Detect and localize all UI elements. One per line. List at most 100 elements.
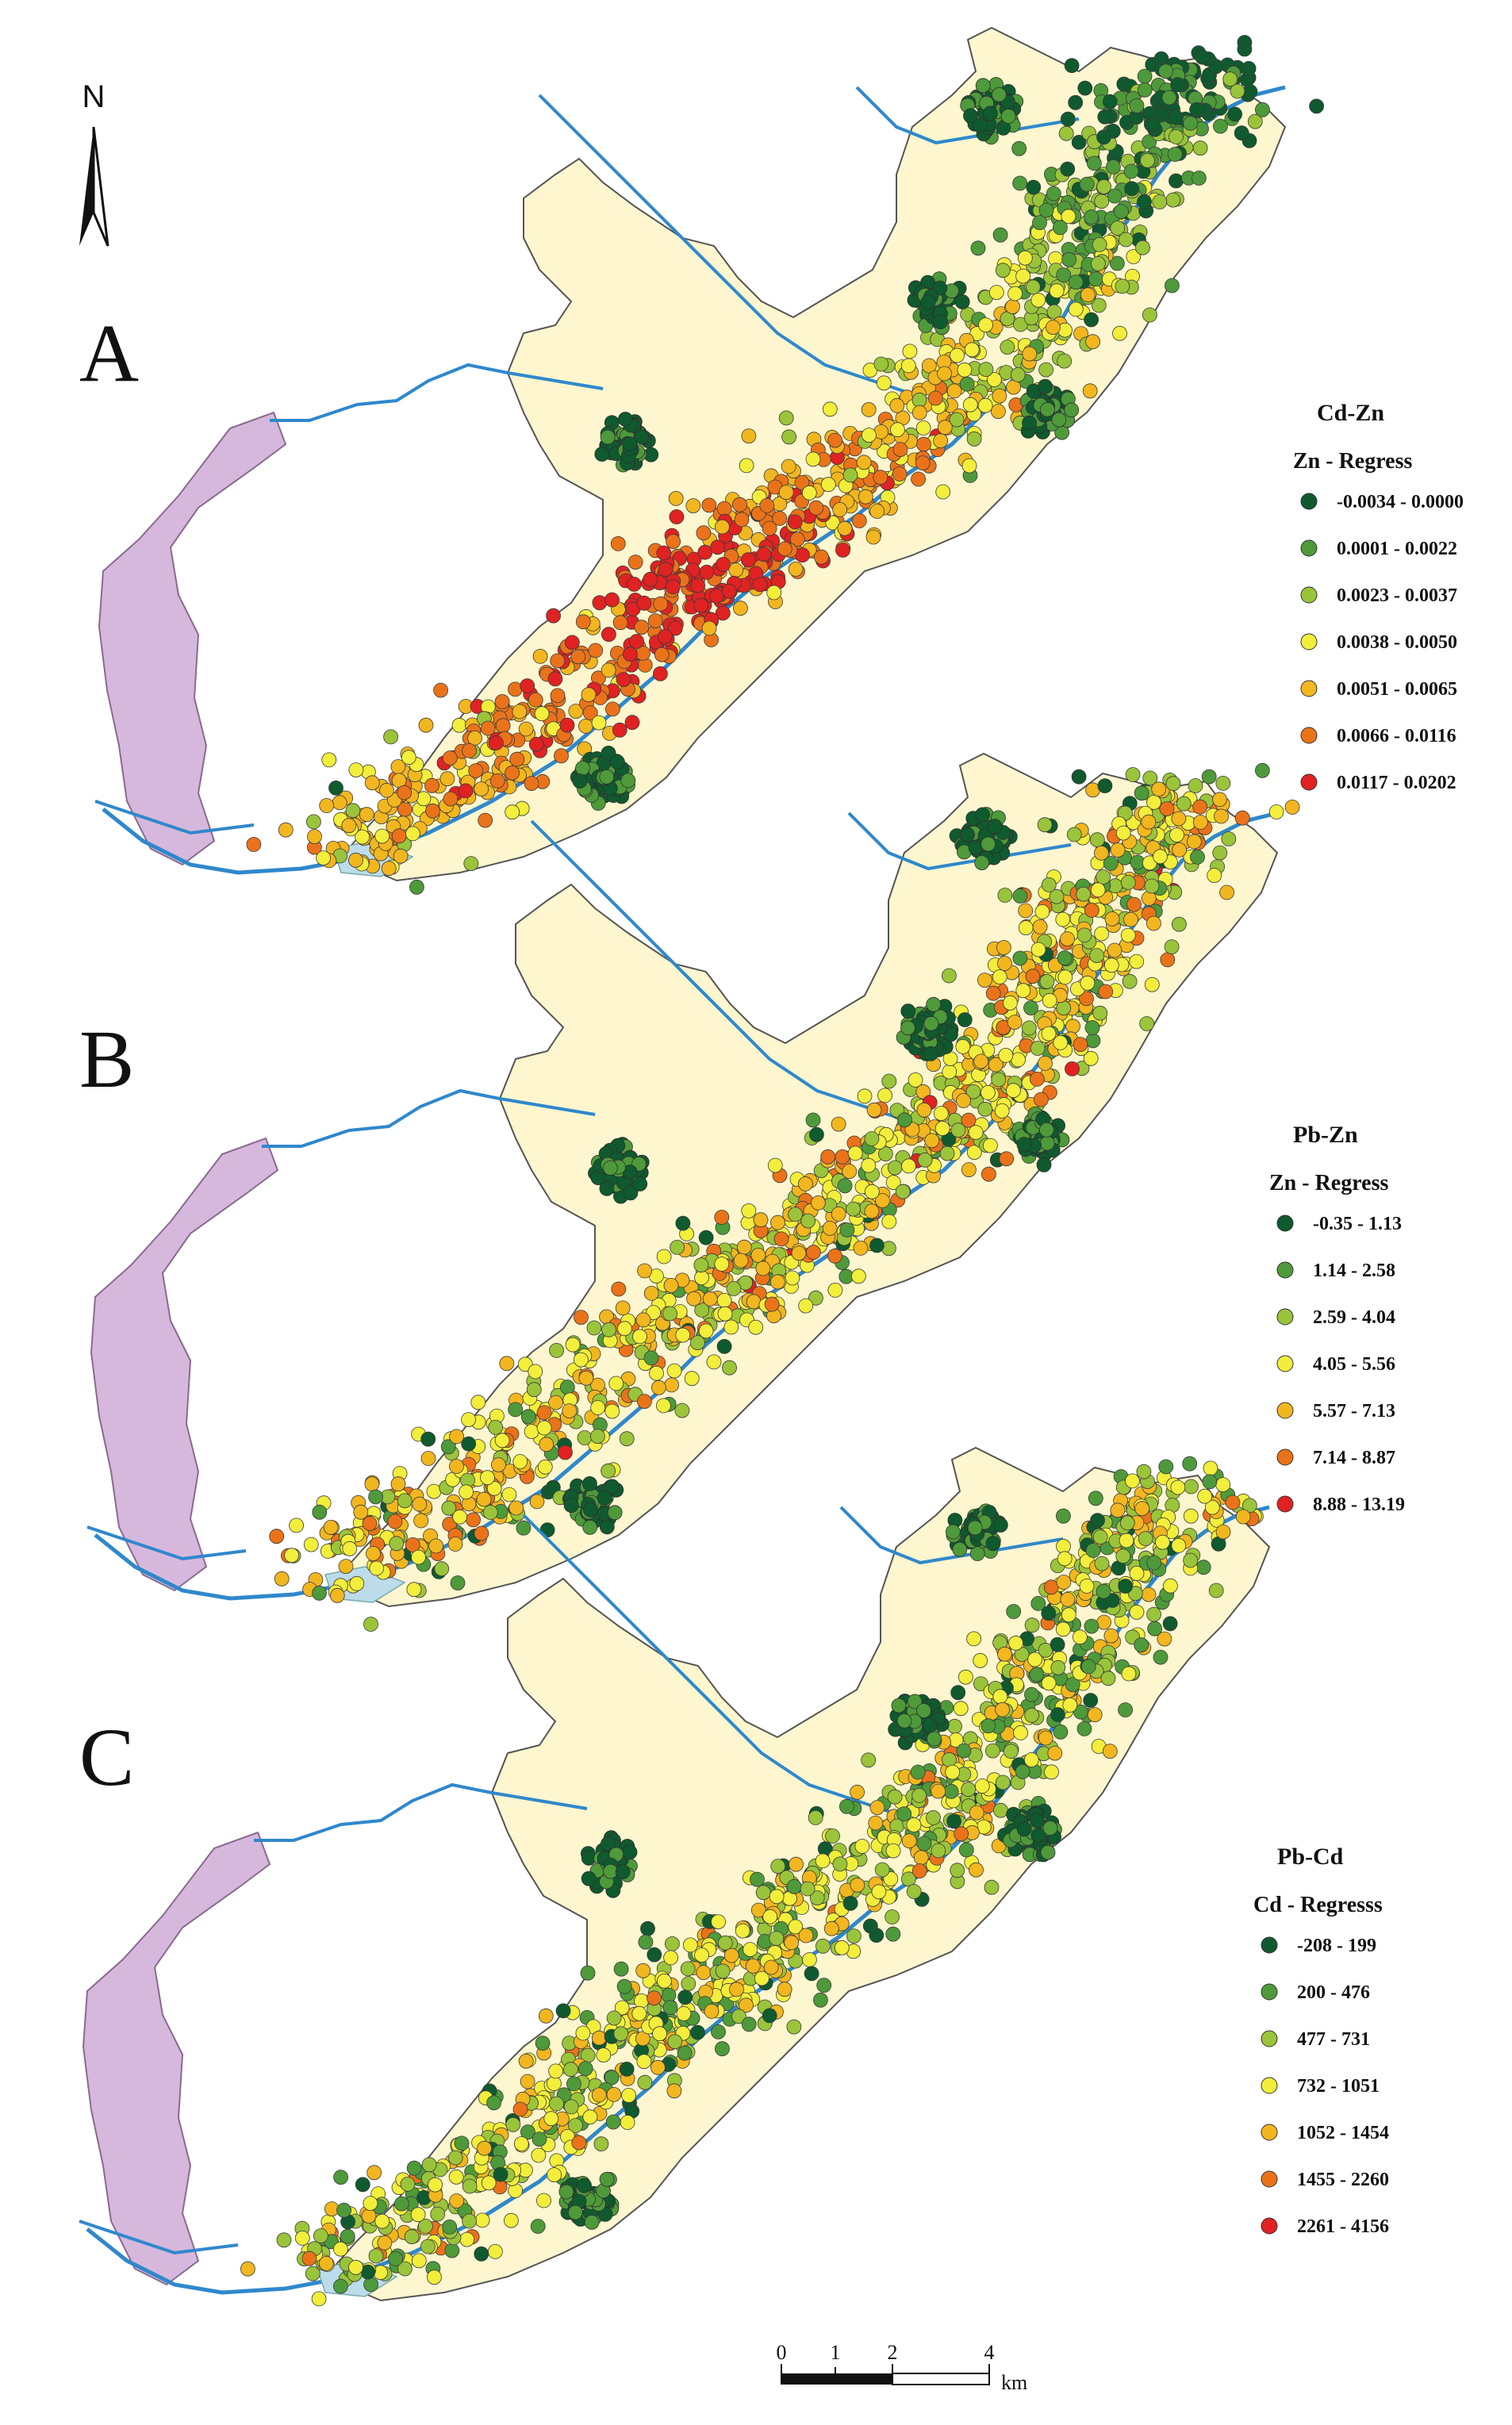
sample-point [508,1402,524,1418]
sample-point [379,782,394,798]
sample-point [524,1424,539,1439]
sample-point [420,1451,436,1466]
sample-point [418,717,434,733]
sample-point [935,484,951,500]
sample-point [1230,83,1245,99]
sample-point [480,720,496,736]
sample-point [1096,1583,1111,1599]
sample-point [518,721,534,737]
sample-point [1064,58,1080,73]
sample-point [996,940,1011,955]
sample-point [636,595,652,611]
sample-point [647,613,663,628]
sample-point [931,1783,946,1799]
sample-point [937,366,952,382]
sample-point [1007,1015,1023,1030]
sample-point [449,1459,464,1474]
sample-point [482,1505,498,1520]
sample-point [911,1863,927,1878]
sample-point [623,1185,639,1201]
sample-point [697,544,713,560]
sample-point [1141,814,1157,830]
legend-class-label: 200 - 476 [1297,1982,1370,2003]
sample-point [1102,94,1118,109]
sample-point [635,1312,651,1328]
sample-point [1060,1591,1076,1607]
sample-point [945,1764,961,1780]
sample-point [728,562,744,577]
sample-point [942,1752,957,1767]
sample-point [661,1987,677,2003]
sample-point [1121,1666,1137,1682]
legend-class-label: 1455 - 2260 [1297,2170,1389,2190]
sample-point [619,1431,635,1447]
sample-point [528,693,543,708]
sample-point [733,600,748,616]
sample-point [505,804,520,820]
sample-point [572,773,588,789]
sample-point [975,807,990,823]
sample-point [815,1938,831,1954]
sample-point [601,746,616,761]
sample-point [528,1364,543,1379]
sample-point [1097,778,1113,793]
sample-point [675,1215,691,1231]
sample-point [708,589,724,604]
sample-point [546,608,561,624]
sample-point [1138,1531,1153,1547]
sample-point [1104,1593,1120,1608]
sample-point [980,1084,996,1100]
sample-point [665,1936,680,1951]
sample-point [997,888,1013,903]
sample-point [954,294,970,309]
sample-point [1051,412,1067,428]
sample-point [341,818,357,834]
sample-point [798,1298,814,1314]
sample-point [289,1518,305,1533]
sample-point [964,342,980,358]
sample-point [1114,204,1129,219]
sample-point [800,1881,815,1897]
sample-point [468,763,484,778]
sample-point [1085,1033,1101,1049]
sample-point [868,1815,884,1831]
sample-point [612,722,627,738]
sample-point [769,1274,785,1290]
sample-point [1089,948,1104,964]
legend-class-label: -208 - 199 [1297,1936,1376,1956]
sample-point [1222,71,1238,87]
sample-point [1110,255,1125,271]
sample-point [574,1310,589,1325]
sample-point [1060,111,1076,127]
sample-point [993,1802,1008,1818]
sample-point [622,436,638,452]
sample-point [567,2204,583,2220]
sample-point [1160,952,1176,968]
sample-point [1096,1614,1111,1630]
sample-point [839,1222,855,1237]
legend-class-label: -0.35 - 1.13 [1313,1214,1402,1234]
sample-point [950,1685,966,1701]
sample-point [1036,1157,1052,1172]
sample-point [800,1213,816,1229]
sample-point [1050,1707,1065,1722]
sample-point [911,392,927,408]
sample-point [349,1575,365,1591]
sample-point [820,1149,836,1165]
sample-point [1084,902,1099,918]
sample-point [570,649,586,665]
sample-point [1015,1763,1030,1779]
sample-point [805,451,821,467]
sample-point [1141,1587,1157,1602]
sample-point [973,1652,988,1668]
sample-point [1126,896,1142,912]
sample-point [361,2208,377,2224]
sample-point [1062,1697,1078,1713]
sample-point [391,828,407,844]
sample-point [1094,1556,1110,1571]
sample-point [916,1836,932,1851]
sample-point [777,541,792,557]
sample-point [1184,1479,1199,1495]
sample-point [1123,911,1138,927]
sample-point [926,996,942,1012]
